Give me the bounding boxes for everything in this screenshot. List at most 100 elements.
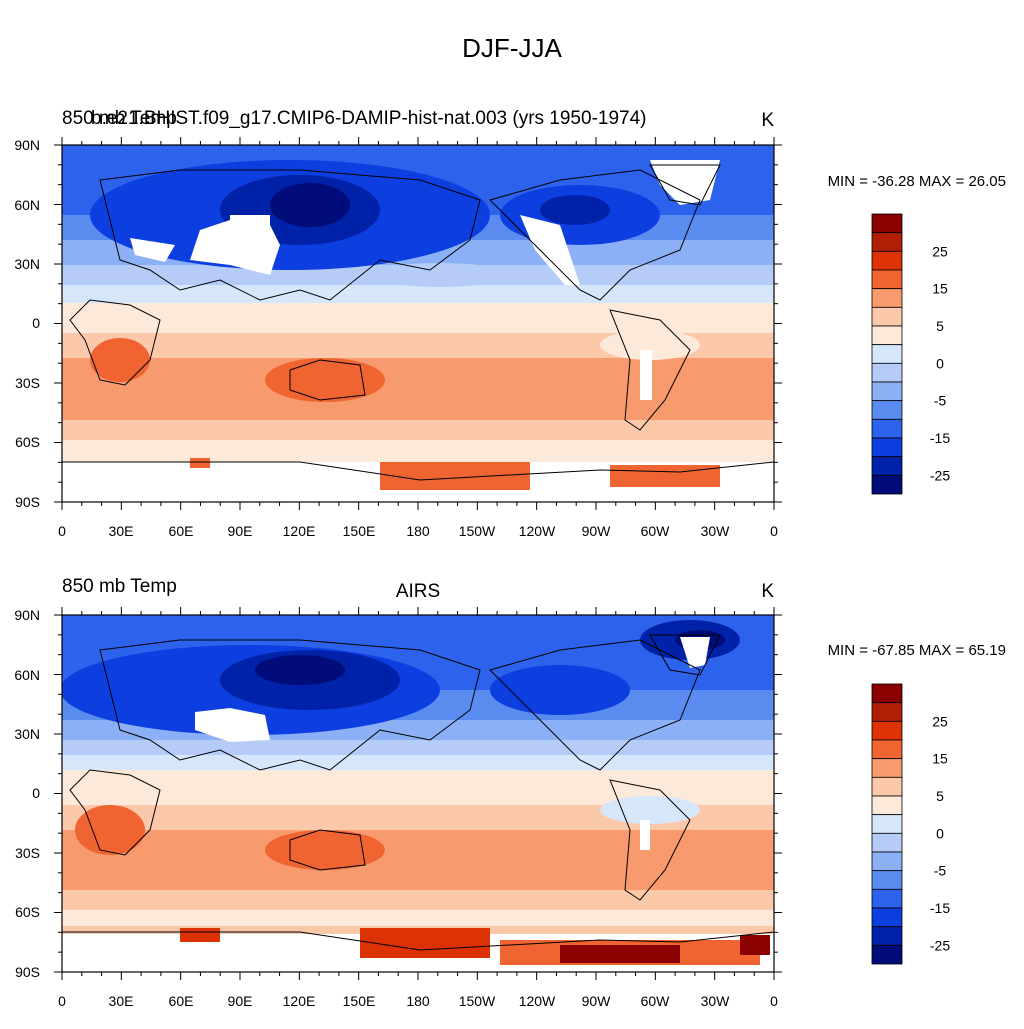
colorbar-swatch (871, 306, 903, 327)
colorbar-swatch (871, 213, 903, 234)
colorbar-swatch (871, 776, 903, 797)
lon-label: 30E (109, 993, 134, 1009)
colorbar-swatch (871, 474, 903, 495)
panel-top: 850 mb Temp b.e21.BHIST.f09_g17.CMIP6-DA… (14, 108, 1006, 539)
lon-label: 150W (459, 993, 496, 1009)
lat-label: 90N (14, 137, 40, 153)
panel-bottom-center-title: AIRS (396, 581, 440, 602)
colorbar-label: 5 (936, 318, 944, 334)
panel-top-ticks (54, 137, 782, 510)
colorbar-label: 0 (936, 825, 944, 841)
colorbar-swatch (871, 870, 903, 890)
panel-top-minmax: MIN = -36.28 MAX = 26.05 (828, 173, 1006, 190)
lat-label: 60S (15, 434, 40, 450)
colorbar-swatch (871, 456, 903, 476)
panel-bottom-colorbar: 25 15 5 0 -5 -15 -25 (871, 683, 950, 965)
lon-label: 150E (343, 523, 376, 539)
lon-label: 0 (58, 993, 66, 1009)
lat-label: 60N (14, 197, 40, 213)
colorbar-label: 15 (932, 281, 948, 297)
panel-bottom-lat-labels: 90N 60N 30N 0 30S 60S 90S (14, 607, 40, 980)
panel-bottom-lon-labels: 0 30E 60E 90E 120E 150E 180 150W 120W 90… (58, 993, 778, 1009)
lon-label: 150W (459, 523, 496, 539)
panel-bottom: 850 mb Temp AIRS K MIN = -67.85 MAX = 65… (14, 576, 1006, 1009)
colorbar-swatch (871, 250, 903, 271)
colorbar-label: -25 (930, 467, 950, 483)
lon-label: 0 (770, 523, 778, 539)
panel-bottom-units: K (761, 581, 774, 602)
lon-label: 120E (283, 523, 316, 539)
map-field-top (62, 145, 774, 502)
colorbar-swatch (871, 926, 903, 946)
colorbar-swatch (871, 232, 903, 252)
lon-label: 30W (701, 523, 731, 539)
colorbar-label: -25 (930, 937, 950, 953)
lat-label: 60S (15, 904, 40, 920)
lat-label: 30S (15, 845, 40, 861)
colorbar-swatch (871, 907, 903, 928)
colorbar-swatch (871, 437, 903, 458)
colorbar-label: -15 (930, 900, 950, 916)
colorbar-swatch (871, 888, 903, 909)
colorbar-label: 25 (932, 713, 948, 729)
colorbar-swatch (871, 739, 903, 760)
lat-label: 90N (14, 607, 40, 623)
lon-label: 90W (582, 523, 612, 539)
lat-label: 90S (15, 494, 40, 510)
colorbar-label: 0 (936, 355, 944, 371)
colorbar-swatch (871, 832, 903, 853)
colorbar-label: -15 (930, 430, 950, 446)
colorbar-swatch (871, 944, 903, 965)
lat-label: 30N (14, 726, 40, 742)
lat-label: 0 (32, 315, 40, 331)
colorbar-swatch (871, 269, 903, 290)
lon-label: 60W (641, 993, 671, 1009)
colorbar-swatch (871, 381, 903, 402)
colorbar-swatch (871, 344, 903, 364)
lon-label: 90E (228, 993, 253, 1009)
colorbar-swatch (871, 325, 903, 346)
lat-label: 60N (14, 667, 40, 683)
map-field-bottom (62, 615, 774, 972)
colorbar-swatch (871, 795, 903, 816)
colorbar-swatch (871, 851, 903, 872)
colorbar-swatch (871, 814, 903, 834)
colorbar-swatch (871, 758, 903, 778)
panel-top-lon-labels: 0 30E 60E 90E 120E 150E 180 150W 120W 90… (58, 523, 778, 539)
colorbar-swatch (871, 400, 903, 420)
lon-label: 180 (406, 523, 430, 539)
lon-label: 120E (283, 993, 316, 1009)
panel-top-colorbar: 25 15 5 0 -5 -15 -25 (871, 213, 950, 495)
colorbar-swatch (871, 683, 903, 704)
figure-title: DJF-JJA (462, 33, 562, 63)
lon-label: 90W (582, 993, 612, 1009)
panel-top-lat-labels: 90N 60N 30N 0 30S 60S 90S (14, 137, 40, 510)
lon-label: 150E (343, 993, 376, 1009)
lon-label: 60E (169, 523, 194, 539)
lon-label: 120W (519, 993, 556, 1009)
panel-top-left-title: 850 mb Temp (62, 108, 177, 129)
panel-bottom-left-title: 850 mb Temp (62, 576, 177, 597)
colorbar-swatch (871, 288, 903, 308)
panel-top-case-title: b.e21.BHIST.f09_g17.CMIP6-DAMIP-hist-nat… (91, 108, 647, 129)
lat-label: 0 (32, 785, 40, 801)
lon-label: 90E (228, 523, 253, 539)
panel-top-units: K (761, 110, 774, 131)
lon-label: 120W (519, 523, 556, 539)
lat-label: 30N (14, 256, 40, 272)
colorbar-swatch (871, 362, 903, 383)
lon-label: 60E (169, 993, 194, 1009)
lat-label: 30S (15, 375, 40, 391)
lon-label: 180 (406, 993, 430, 1009)
colorbar-label: 15 (932, 751, 948, 767)
colorbar-label: 5 (936, 788, 944, 804)
lat-label: 90S (15, 964, 40, 980)
colorbar-label: 25 (932, 243, 948, 259)
panel-bottom-ticks (54, 607, 782, 980)
lon-label: 0 (58, 523, 66, 539)
colorbar-label: -5 (934, 863, 947, 879)
lon-label: 0 (770, 993, 778, 1009)
lon-label: 60W (641, 523, 671, 539)
colorbar-label: -5 (934, 393, 947, 409)
